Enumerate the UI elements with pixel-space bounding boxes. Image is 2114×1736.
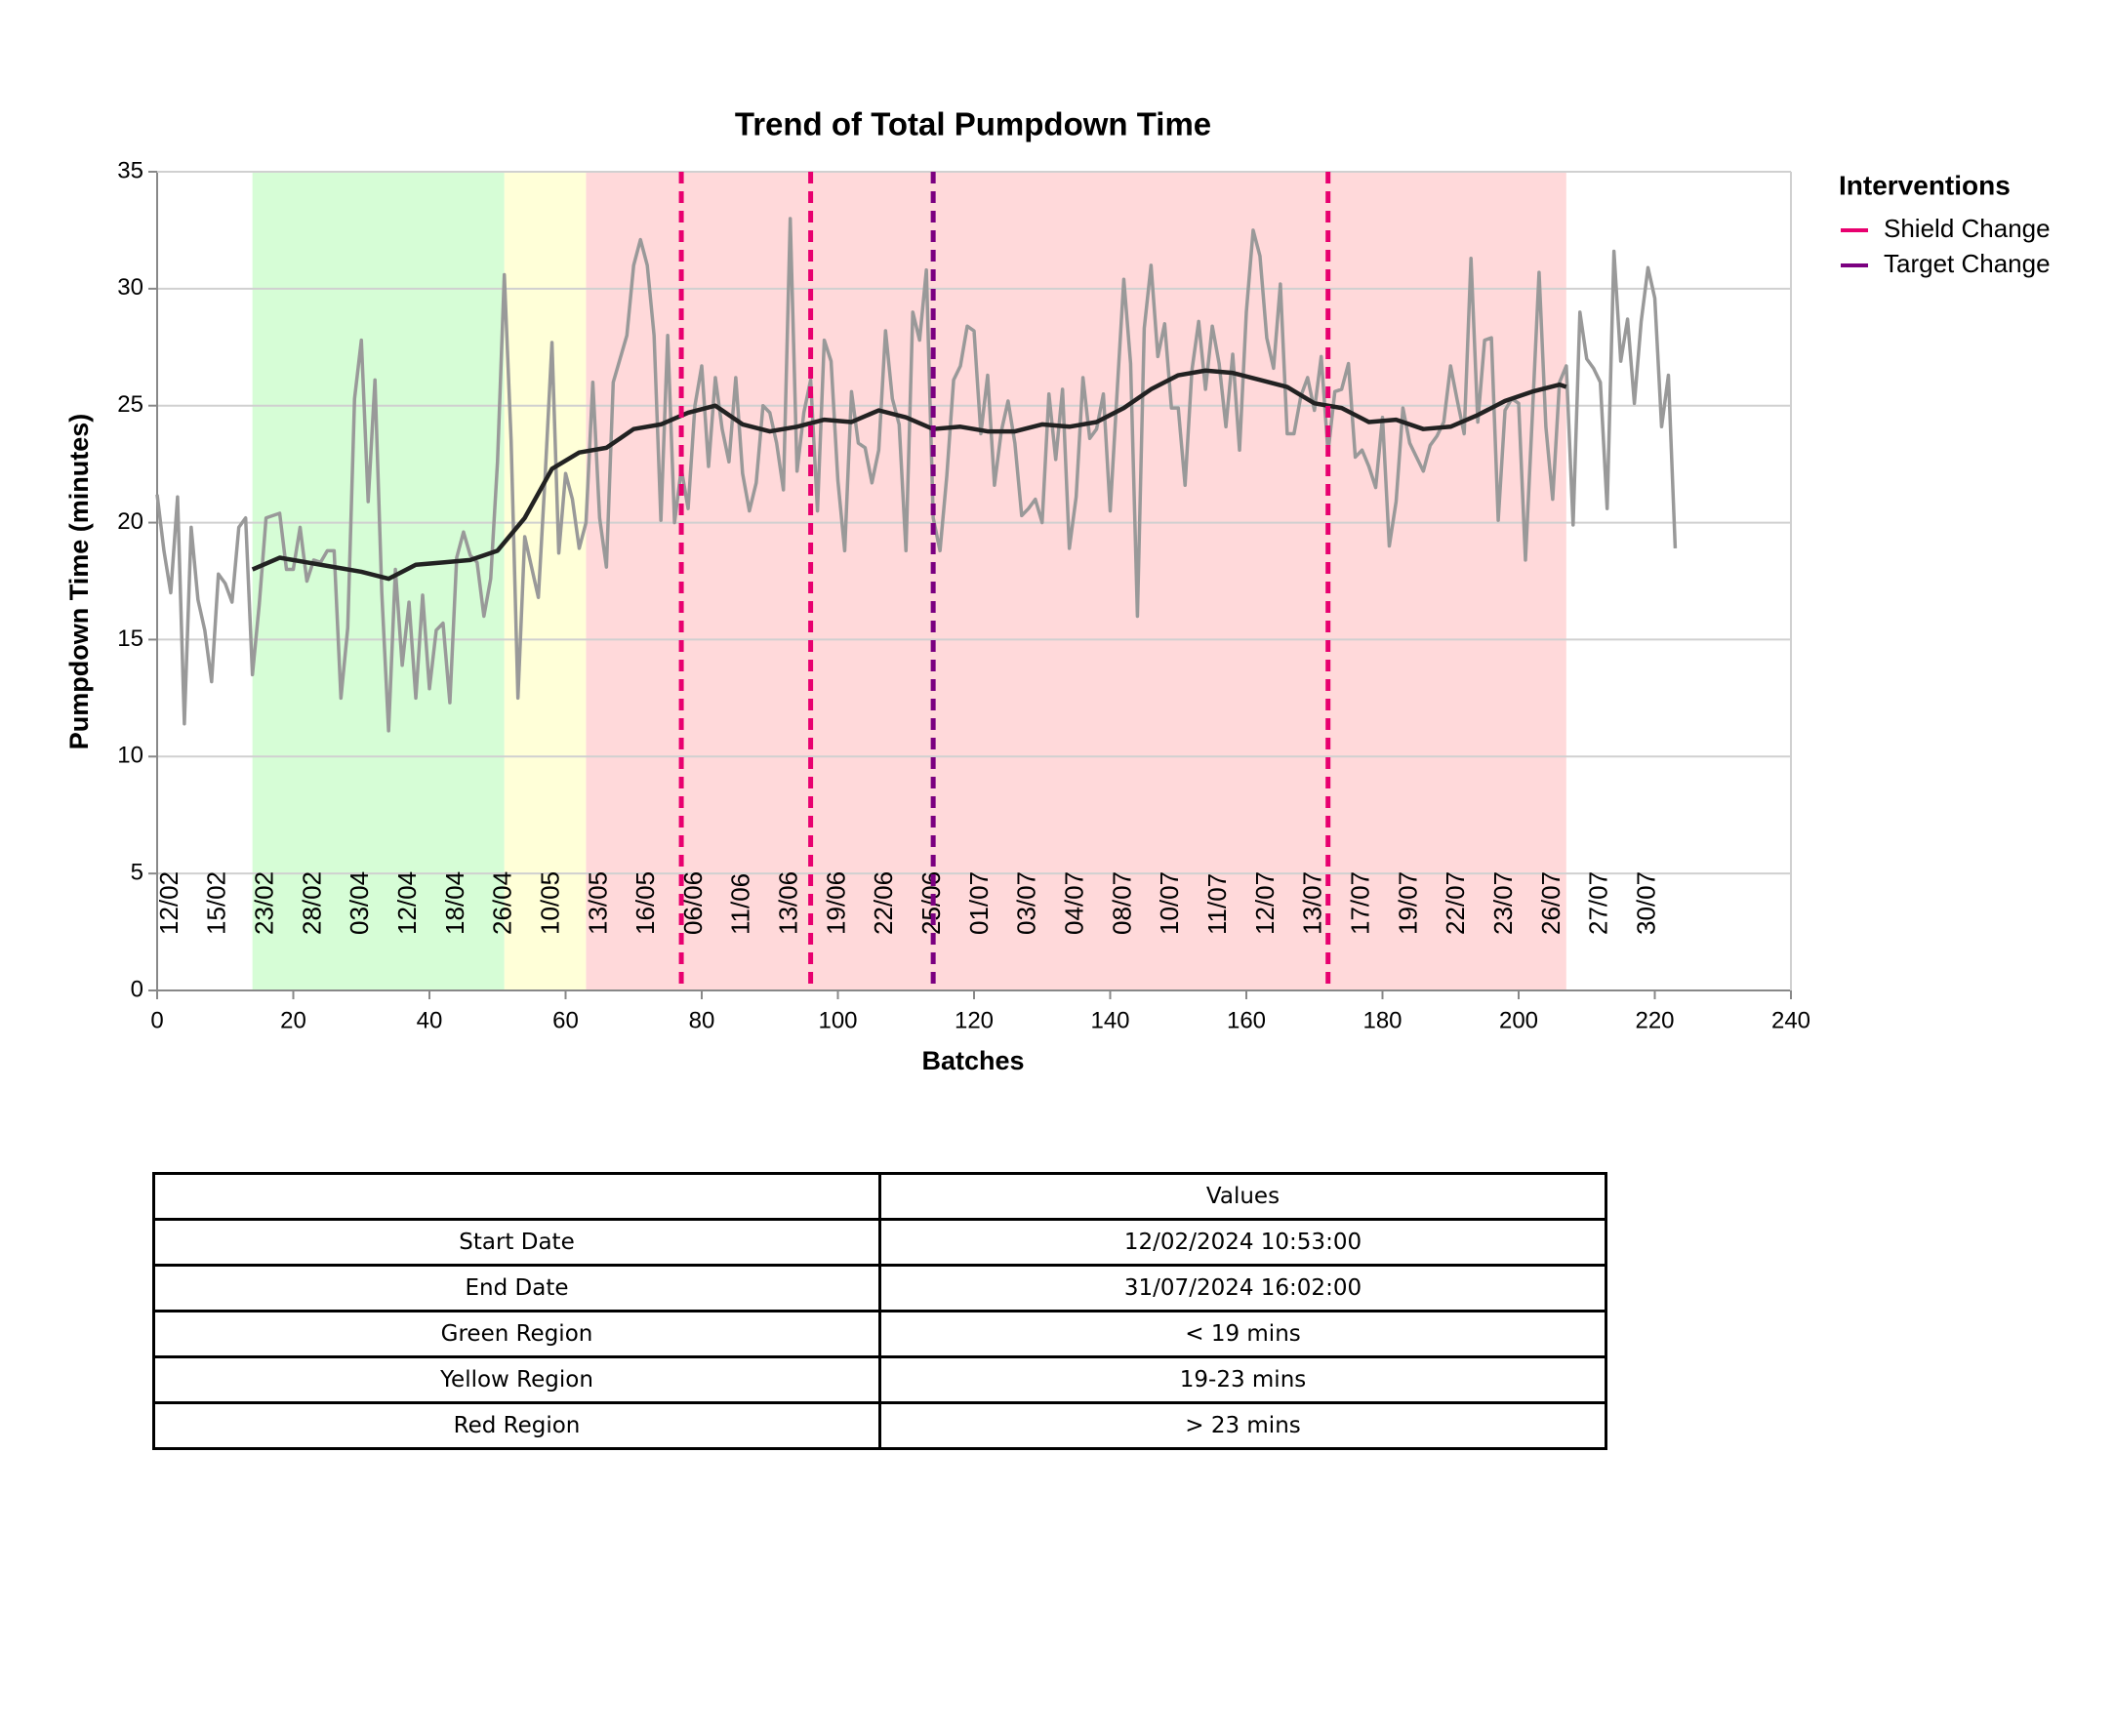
table-cell: > 23 mins [878, 1401, 1607, 1450]
legend-label: Shield Change [1884, 214, 2051, 243]
x-tick-label: 140 [1090, 1007, 1129, 1033]
date-label: 12/02 [154, 871, 183, 935]
date-label: 15/02 [202, 871, 231, 935]
x-tick-label: 160 [1227, 1007, 1266, 1033]
y-tick-label: 0 [131, 976, 143, 1002]
table-cell: < 19 mins [878, 1310, 1607, 1358]
y-tick-label: 35 [117, 157, 143, 183]
header-cell: Values [878, 1172, 1607, 1221]
x-tick-label: 80 [689, 1007, 715, 1033]
table-header-row: Values [152, 1172, 1607, 1221]
plot-layer [157, 171, 1791, 991]
x-tick-label: 0 [150, 1007, 163, 1033]
date-label: 11/06 [726, 873, 755, 935]
y-axis-title: Pumpdown Time (minutes) [64, 414, 94, 750]
date-label: 11/07 [1202, 873, 1232, 935]
region [252, 172, 505, 990]
date-label: 12/07 [1250, 871, 1280, 935]
date-label: 26/04 [488, 871, 517, 935]
y-tick-label: 5 [131, 859, 143, 885]
chart-title: Trend of Total Pumpdown Time [735, 106, 1211, 142]
date-label: 13/07 [1298, 871, 1327, 935]
date-label: 23/07 [1488, 871, 1518, 935]
table-row: Yellow Region 19-23 mins [152, 1355, 1607, 1404]
date-label: 03/04 [345, 871, 374, 935]
legend-title: Interventions [1839, 170, 2011, 200]
date-label: 13/05 [583, 871, 612, 935]
date-label: 27/07 [1584, 871, 1613, 935]
legend-label: Target Change [1884, 249, 2051, 278]
region [504, 172, 587, 990]
date-label: 08/07 [1107, 871, 1136, 935]
y-tick-label: 25 [117, 391, 143, 418]
table-cell: 12/02/2024 10:53:00 [878, 1218, 1607, 1267]
date-label: 22/07 [1441, 871, 1470, 935]
date-label: 10/07 [1155, 871, 1184, 935]
x-tick-label: 200 [1499, 1007, 1538, 1033]
table-cell: Green Region [152, 1310, 881, 1358]
date-label: 18/04 [440, 871, 469, 935]
date-label: 01/07 [964, 871, 994, 935]
x-axis-title: Batches [921, 1046, 1024, 1075]
table-row: Green Region < 19 mins [152, 1310, 1607, 1358]
date-label: 26/07 [1536, 871, 1565, 935]
date-label: 19/07 [1393, 871, 1422, 935]
data-line [155, 217, 1678, 733]
table-cell: End Date [152, 1264, 881, 1312]
x-tick-label: 100 [818, 1007, 857, 1033]
x-tick-label: 20 [280, 1007, 306, 1033]
header-cell [152, 1172, 881, 1221]
y-tick-label: 15 [117, 626, 143, 652]
date-label: 13/06 [774, 871, 803, 935]
x-tick-label: 40 [417, 1007, 443, 1033]
date-label: 17/07 [1345, 871, 1374, 935]
table-row: Start Date 12/02/2024 10:53:00 [152, 1218, 1607, 1267]
date-label: 04/07 [1060, 871, 1089, 935]
x-tick-label: 220 [1635, 1007, 1674, 1033]
date-label: 28/02 [297, 871, 326, 935]
x-tick-label: 240 [1771, 1007, 1810, 1033]
date-label: 03/07 [1012, 871, 1041, 935]
date-label: 12/04 [392, 871, 422, 935]
date-label: 19/06 [821, 871, 850, 935]
date-label: 22/06 [869, 871, 898, 935]
y-tick-label: 20 [117, 508, 143, 535]
table-cell: 31/07/2024 16:02:00 [878, 1264, 1607, 1312]
date-label: 23/02 [249, 871, 278, 935]
x-tick-label: 60 [552, 1007, 579, 1033]
table-row: Red Region > 23 mins [152, 1401, 1607, 1450]
table-cell: Yellow Region [152, 1355, 881, 1404]
date-label: 10/05 [535, 871, 564, 935]
y-tick-label: 30 [117, 274, 143, 301]
table-cell: Start Date [152, 1218, 881, 1267]
table-cell: Red Region [152, 1401, 881, 1450]
trend-line [251, 368, 1567, 582]
region [586, 172, 1566, 990]
x-tick-label: 180 [1362, 1007, 1402, 1033]
table-cell: 19-23 mins [878, 1355, 1607, 1404]
chart: Trend of Total Pumpdown Time Batches Pum… [64, 106, 2051, 1075]
table-row: End Date 31/07/2024 16:02:00 [152, 1264, 1607, 1312]
y-tick-label: 10 [117, 743, 143, 769]
summary-table: Values Start Date 12/02/2024 10:53:00 End D… [152, 1172, 1607, 1450]
date-label: 16/05 [630, 871, 660, 935]
x-tick-label: 120 [955, 1007, 994, 1033]
date-label: 30/07 [1631, 871, 1660, 935]
